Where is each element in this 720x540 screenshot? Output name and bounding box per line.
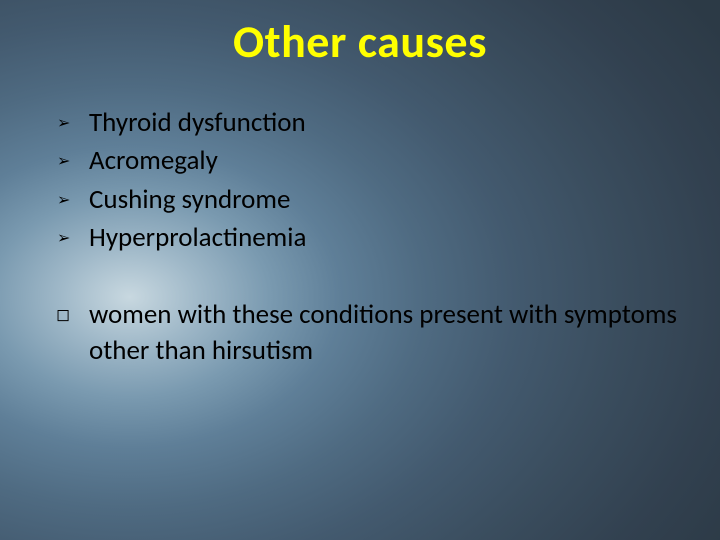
bullet-text: Thyroid dysfunction (89, 105, 306, 141)
arrow-bullet-icon: ➢ (55, 182, 89, 212)
group-spacer (55, 259, 680, 297)
arrow-bullet-icon: ➢ (55, 143, 89, 173)
arrow-bullet-icon: ➢ (55, 220, 89, 250)
list-item: ➢ Thyroid dysfunction (55, 105, 680, 141)
slide-background: Other causes ➢ Thyroid dysfunction ➢ Acr… (0, 0, 720, 540)
slide-title: Other causes (0, 14, 720, 70)
bullet-text: Cushing syndrome (89, 182, 290, 218)
list-item: ◻ women with these conditions present wi… (55, 297, 680, 370)
square-bullet-icon: ◻ (55, 297, 89, 327)
list-item: ➢ Cushing syndrome (55, 182, 680, 218)
bullet-text: women with these conditions present with… (89, 297, 680, 370)
bullet-text: Acromegaly (89, 143, 218, 179)
arrow-bullet-icon: ➢ (55, 105, 89, 135)
list-item: ➢ Acromegaly (55, 143, 680, 179)
list-item: ➢ Hyperprolactinemia (55, 220, 680, 256)
bullet-text: Hyperprolactinemia (89, 220, 306, 256)
content-area: ➢ Thyroid dysfunction ➢ Acromegaly ➢ Cus… (55, 105, 680, 372)
